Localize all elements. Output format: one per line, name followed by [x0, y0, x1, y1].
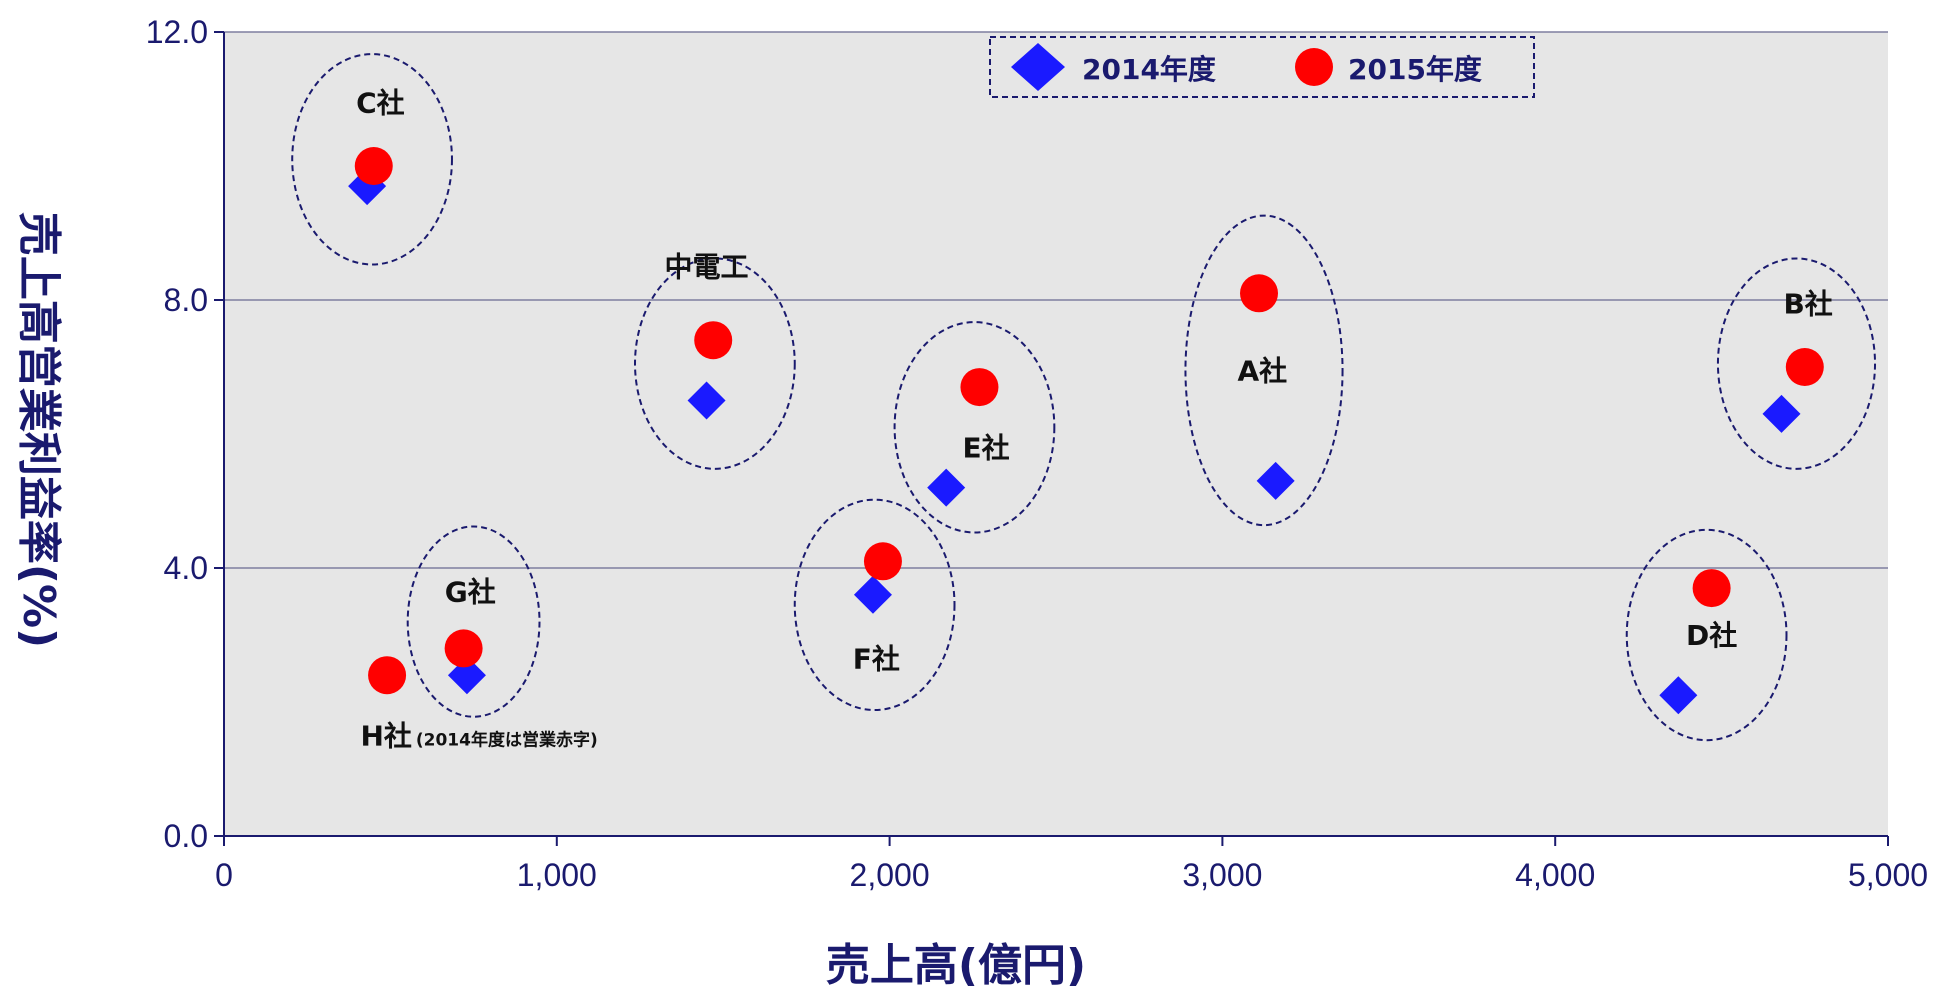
x-tick-label: 5,000 [1848, 857, 1928, 893]
data-point-2014 [853, 575, 892, 614]
legend: 2014年度 2015年度 [989, 36, 1535, 98]
group-ellipse [1184, 214, 1344, 527]
data-point-2014 [1762, 394, 1801, 433]
company-name: 中電工 [665, 251, 749, 284]
company-group-ellipses [291, 53, 1877, 742]
series-2015 [354, 147, 1824, 695]
group-ellipse [406, 525, 541, 718]
company-name: F社 [853, 643, 900, 676]
plot-area [224, 32, 1888, 836]
x-tick-label: 2,000 [850, 857, 930, 893]
data-point-2015 [694, 321, 733, 360]
group-ellipse [893, 321, 1056, 534]
data-point-2015 [368, 656, 407, 695]
group-ellipse [1716, 257, 1877, 470]
data-point-2015 [354, 147, 393, 185]
x-tick-label: 3,000 [1182, 857, 1262, 893]
series-2014 [348, 167, 1801, 715]
group-ellipse [1625, 528, 1788, 742]
company-label-f: F社 [853, 643, 900, 676]
grid-lines [224, 31, 1888, 569]
company-name: D社 [1686, 619, 1737, 652]
company-label-chudenko: 中電工 [665, 251, 749, 284]
company-name: E社 [963, 431, 1010, 464]
x-axis-tick-labels: 0 1,000 2,000 3,000 4,000 5,000 [215, 857, 1928, 893]
axes [214, 31, 1889, 846]
x-axis-title: 売上高(億円) [826, 940, 1086, 989]
company-name: A社 [1238, 354, 1288, 387]
x-tick-label: 4,000 [1515, 857, 1595, 893]
legend-label-2015: 2015年度 [1348, 53, 1482, 86]
y-axis-tick-labels: 0.0 4.0 8.0 12.0 [146, 14, 208, 854]
y-tick-label: 0.0 [164, 818, 208, 854]
company-label-h: H社 (2014年度は営業赤字) [360, 720, 597, 753]
legend-marker-2014-diamond [1011, 43, 1065, 91]
data-point-2014 [687, 381, 726, 420]
data-point-2015 [863, 542, 902, 581]
company-label-g: G社 [445, 576, 496, 609]
y-axis-title: 売上高営業利益率(%) [13, 212, 64, 648]
legend-box [989, 36, 1535, 98]
company-label-c: C社 [356, 86, 405, 119]
company-label-b: B社 [1783, 287, 1832, 320]
data-point-2014 [1659, 676, 1698, 715]
data-point-2014 [1256, 461, 1295, 500]
data-point-2015 [444, 629, 483, 668]
y-tick-label: 4.0 [164, 550, 208, 586]
group-ellipse [793, 498, 956, 712]
company-note: (2014年度は営業赤字) [416, 730, 598, 751]
legend-label-2014: 2014年度 [1082, 53, 1216, 86]
data-point-2015 [1692, 569, 1731, 608]
y-tick-label: 8.0 [164, 282, 208, 318]
data-point-2015 [1785, 348, 1824, 386]
company-name: H社 [360, 720, 411, 753]
y-tick-label: 12.0 [146, 14, 208, 50]
company-name: C社 [356, 86, 405, 119]
company-name: G社 [445, 576, 496, 609]
x-tick-label: 1,000 [517, 857, 597, 893]
data-point-2015 [1240, 274, 1279, 313]
company-label-d: D社 [1686, 619, 1737, 652]
group-ellipse [291, 53, 453, 266]
data-point-2015 [960, 368, 999, 407]
company-label-e: E社 [963, 431, 1010, 464]
legend-marker-2015-circle [1295, 48, 1333, 86]
data-point-2014 [927, 468, 966, 507]
x-tick-label: 0 [215, 857, 233, 893]
company-label-a: A社 [1238, 354, 1288, 387]
company-name: B社 [1783, 287, 1832, 320]
group-ellipse [634, 257, 796, 470]
